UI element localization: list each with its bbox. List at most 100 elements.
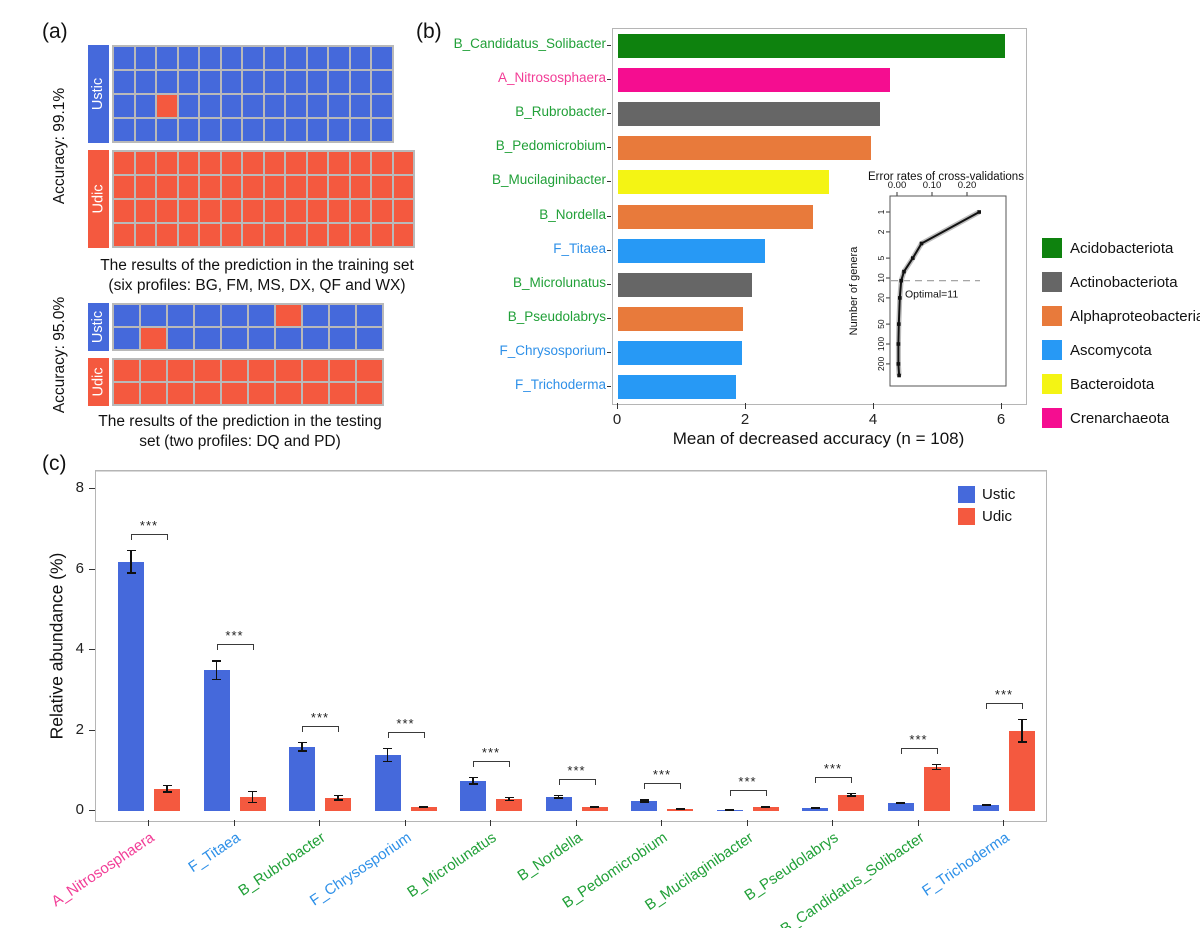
- importance-bar: [618, 102, 881, 127]
- sample-cell: [222, 328, 247, 349]
- significance-stars: ***: [567, 762, 586, 778]
- sample-cell: [243, 71, 263, 93]
- y-axis-tick: [607, 147, 611, 149]
- abundance-legend-label: Ustic: [982, 486, 1016, 503]
- sample-cell: [178, 47, 198, 69]
- sample-cell: [221, 95, 241, 117]
- sample-cell: [393, 152, 413, 174]
- sample-cell: [350, 224, 370, 246]
- y-axis-tick: [89, 729, 95, 731]
- error-bar-cap-top: [333, 794, 343, 797]
- sample-cell: [249, 360, 274, 381]
- significance-stars: ***: [994, 686, 1014, 702]
- sample-cell: [114, 152, 134, 174]
- error-bar-line: [301, 741, 303, 752]
- significance-bracket: [387, 731, 425, 738]
- sample-cell: [329, 119, 349, 141]
- error-bar-cap-bottom: [932, 768, 941, 770]
- error-bar-cap-bottom: [896, 802, 905, 805]
- y-axis-tick: [89, 649, 95, 651]
- error-bar-line: [251, 790, 254, 803]
- sample-cell: [135, 119, 155, 141]
- ustic-bar: [973, 805, 999, 811]
- sample-cell: [222, 360, 247, 381]
- sample-cell: [264, 176, 284, 198]
- cv-error-point: [896, 362, 901, 366]
- class-box-label: Ustic: [90, 310, 107, 344]
- sample-cell: [114, 176, 134, 198]
- sample-cell: [200, 71, 220, 93]
- class-box-label: Udic: [90, 184, 107, 214]
- sample-cell: [307, 119, 327, 141]
- genus-axis-label: B_Mucilaginibacter: [491, 172, 606, 188]
- sample-cell: [286, 71, 306, 93]
- panel-a-label: (a): [42, 20, 68, 43]
- sample-cell: [195, 360, 220, 381]
- sample-cell: [286, 47, 306, 69]
- y-axis-tick: [607, 45, 611, 46]
- significance-bracket: [815, 776, 852, 783]
- abundance-legend-label: Udic: [982, 508, 1013, 525]
- error-bar-line: [130, 549, 132, 574]
- importance-bar: [618, 272, 753, 297]
- x-axis-tick: [745, 403, 746, 409]
- significance-bracket: [302, 725, 339, 732]
- sample-cell: [221, 119, 241, 141]
- sample-cell: [141, 328, 166, 349]
- sample-cell: [307, 200, 327, 222]
- sample-cell: [221, 224, 241, 246]
- sample-cell: [372, 47, 392, 69]
- udic-bar: [496, 798, 522, 811]
- sample-cell: [372, 152, 392, 174]
- sample-cell: [178, 176, 198, 198]
- sample-cell: [222, 383, 247, 404]
- sample-cell: [200, 176, 220, 198]
- y-axis-tick: [89, 568, 95, 570]
- udic-bar: [923, 766, 950, 811]
- phylum-legend-label: Ascomycota: [1070, 342, 1152, 359]
- sample-cell: [303, 383, 328, 404]
- sample-cell: [178, 71, 198, 93]
- error-bar-cap-top: [504, 796, 514, 798]
- inset-title: Error rates of cross-validations: [868, 171, 1024, 183]
- sample-cell: [200, 152, 220, 174]
- sample-cell: [329, 95, 349, 117]
- genus-axis-label: B_Pedomicrobium: [495, 138, 606, 154]
- sample-cell: [141, 305, 166, 326]
- y-axis-tick: [607, 181, 611, 183]
- svg-text:5: 5: [876, 255, 886, 260]
- error-bar-cap-top: [1017, 718, 1027, 720]
- sample-cell: [307, 224, 327, 246]
- error-bar-line: [557, 794, 560, 799]
- sample-cell: [276, 383, 301, 404]
- cv-error-line: [897, 211, 980, 376]
- sample-cell: [168, 305, 193, 326]
- phylum-legend-swatch: [1042, 306, 1062, 326]
- phylum-legend-swatch: [1042, 374, 1062, 394]
- cv-error-point: [898, 296, 902, 300]
- significance-bracket: [558, 778, 596, 785]
- sample-cell: [157, 152, 177, 174]
- importance-plot-area: [612, 28, 1027, 405]
- sample-cell: [135, 152, 155, 174]
- significance-stars: ***: [652, 767, 672, 783]
- sample-cell: [141, 383, 166, 404]
- sample-cell: [307, 71, 327, 93]
- sample-cell: [157, 119, 177, 141]
- x-axis-tick: [490, 820, 491, 826]
- sample-cell: [195, 328, 220, 349]
- error-bar-line: [1021, 718, 1023, 743]
- sample-cell: [157, 95, 177, 117]
- x-axis-tick: [319, 820, 320, 826]
- y-axis-tick: [607, 283, 611, 285]
- x-axis-tick: [233, 820, 235, 826]
- sample-cell: [200, 224, 220, 246]
- testing-accuracy-label: Accuracy: 95.0%: [51, 296, 68, 414]
- sample-cell: [303, 328, 328, 349]
- sample-cell: [330, 328, 355, 349]
- phylum-legend-swatch: [1042, 272, 1062, 292]
- error-bar-cap-bottom: [810, 807, 820, 809]
- sample-cell: [264, 200, 284, 222]
- error-bar-cap-top: [126, 549, 136, 552]
- cv-error-point: [897, 322, 901, 326]
